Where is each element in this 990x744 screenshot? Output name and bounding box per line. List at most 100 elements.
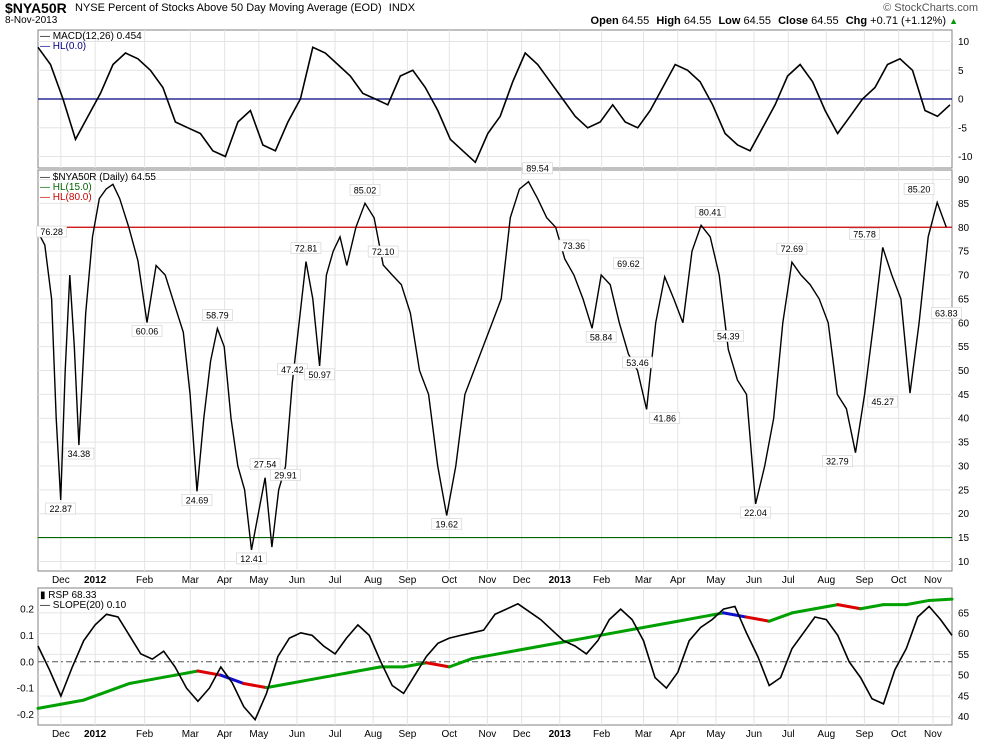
rsp-segment xyxy=(790,607,817,615)
value-label: 22.04 xyxy=(744,508,767,518)
month-tick-label: Aug xyxy=(817,575,835,586)
rsp-segment xyxy=(539,640,566,648)
month-tick-label: Dec xyxy=(52,575,70,586)
chart-description: NYSE Percent of Stocks Above 50 Day Movi… xyxy=(75,2,415,14)
month-tick-label: Apr xyxy=(670,575,686,586)
month-tick-label: Feb xyxy=(593,575,611,586)
nya-tick-label: 35 xyxy=(958,438,970,449)
nya-tick-label: 90 xyxy=(958,175,970,186)
value-label-box xyxy=(849,228,880,240)
rsp-left-tick-label: 0.2 xyxy=(20,605,34,616)
month-tick-label: May xyxy=(706,729,725,740)
description-text: NYSE Percent of Stocks Above 50 Day Movi… xyxy=(75,2,382,14)
value-label: 58.84 xyxy=(590,332,613,342)
quote-line: Open 64.55 High 64.55 Low 64.55 Close 64… xyxy=(591,15,958,27)
rsp-segment xyxy=(127,677,154,685)
value-label-box xyxy=(36,225,67,238)
month-tick-label: Sep xyxy=(856,729,874,740)
rsp-segment xyxy=(676,615,703,623)
value-label-box xyxy=(558,239,590,252)
month-tick-label: Aug xyxy=(364,575,382,586)
value-label: 24.69 xyxy=(186,495,209,505)
nya-tick-label: 85 xyxy=(958,199,970,210)
month-tick-label: Apr xyxy=(670,729,686,740)
rsp-segment xyxy=(813,603,840,611)
value-label: 60.06 xyxy=(136,326,159,336)
rsp-segment xyxy=(219,673,246,685)
rsp-left-tick-label: -0.1 xyxy=(17,684,35,695)
up-arrow-icon: ▲ xyxy=(949,16,958,26)
rsp-segment xyxy=(310,673,337,681)
high-label: High xyxy=(656,15,681,27)
month-tick-label: Nov xyxy=(478,575,496,586)
month-tick-label: Sep xyxy=(399,575,417,586)
month-tick-label: 2012 xyxy=(84,575,107,586)
rsp-segment xyxy=(562,636,588,644)
rsp-left-tick-label: 0.0 xyxy=(20,657,34,668)
slope-series-line xyxy=(37,602,953,722)
value-label-box xyxy=(622,356,653,369)
value-label: 80.41 xyxy=(699,207,722,217)
rsp-segment xyxy=(699,611,725,619)
rsp-segment xyxy=(859,603,885,611)
chg-label: Chg xyxy=(845,15,868,27)
value-label: 72.10 xyxy=(372,247,395,257)
high-value: 64.55 xyxy=(683,15,712,27)
value-label-box xyxy=(367,245,399,258)
rsp-right-tick-label: 40 xyxy=(958,712,970,723)
nya-tick-label: 45 xyxy=(958,390,970,401)
rsp-segment xyxy=(493,648,520,656)
macd-series-line xyxy=(37,46,951,164)
month-tick-label: Jul xyxy=(782,729,795,740)
value-label-box xyxy=(45,502,77,515)
rsp-segment xyxy=(653,619,680,627)
month-tick-label: Jun xyxy=(746,575,762,586)
value-label: 19.62 xyxy=(435,520,458,530)
macd-tick-label: 10 xyxy=(958,37,970,48)
rsp-segment xyxy=(904,598,931,607)
hl15-legend-label: — HL(15.0) xyxy=(40,182,92,193)
value-label: 72.69 xyxy=(781,244,804,254)
hl80-legend-label: — HL(80.0) xyxy=(40,192,92,203)
value-label: 53.46 xyxy=(626,358,649,368)
value-label-box xyxy=(776,242,808,255)
value-label: 85.20 xyxy=(908,184,931,194)
macd-tick-label: 0 xyxy=(958,95,964,106)
value-label: 45.27 xyxy=(871,397,894,407)
value-label-box xyxy=(931,307,962,319)
value-label-box xyxy=(236,552,267,565)
rsp-segment xyxy=(36,702,63,710)
rsp-legend-label: ▮ RSP 68.33 xyxy=(40,590,97,601)
month-tick-label: Sep xyxy=(856,575,874,586)
value-label: 12.41 xyxy=(240,554,263,564)
slope-legend-label: — SLOPE(20) 0.10 xyxy=(40,600,127,611)
value-label-box xyxy=(63,447,95,460)
nya-tick-label: 80 xyxy=(958,223,970,234)
month-tick-label: Apr xyxy=(217,575,233,586)
month-tick-label: Nov xyxy=(924,575,942,586)
month-tick-label: 2012 xyxy=(84,729,107,740)
close-label: Close xyxy=(778,15,809,27)
rsp-segment xyxy=(767,611,794,623)
rsp-left-tick-label: -0.2 xyxy=(17,710,35,721)
rsp-segment xyxy=(356,665,383,673)
rsp-segment xyxy=(836,603,863,611)
value-label: 58.79 xyxy=(206,311,229,321)
panel-frame-rsp xyxy=(37,587,953,726)
month-tick-label: Oct xyxy=(891,729,907,740)
rsp-segment xyxy=(150,673,177,681)
value-label-box xyxy=(522,162,553,175)
nya-tick-label: 25 xyxy=(958,485,970,496)
month-tick-label: Apr xyxy=(217,729,233,740)
month-tick-label: Jun xyxy=(289,729,305,740)
value-label: 47.42 xyxy=(281,365,304,375)
month-tick-label: Feb xyxy=(136,575,154,586)
month-tick-label: Nov xyxy=(924,729,942,740)
value-label: 54.39 xyxy=(717,332,740,342)
value-label: 75.78 xyxy=(853,229,876,239)
month-tick-label: Aug xyxy=(817,729,835,740)
low-value: 64.55 xyxy=(743,15,772,27)
exchange-label: INDX xyxy=(388,2,416,14)
nya-tick-label: 70 xyxy=(958,271,970,282)
rsp-right-tick-label: 50 xyxy=(958,671,970,682)
